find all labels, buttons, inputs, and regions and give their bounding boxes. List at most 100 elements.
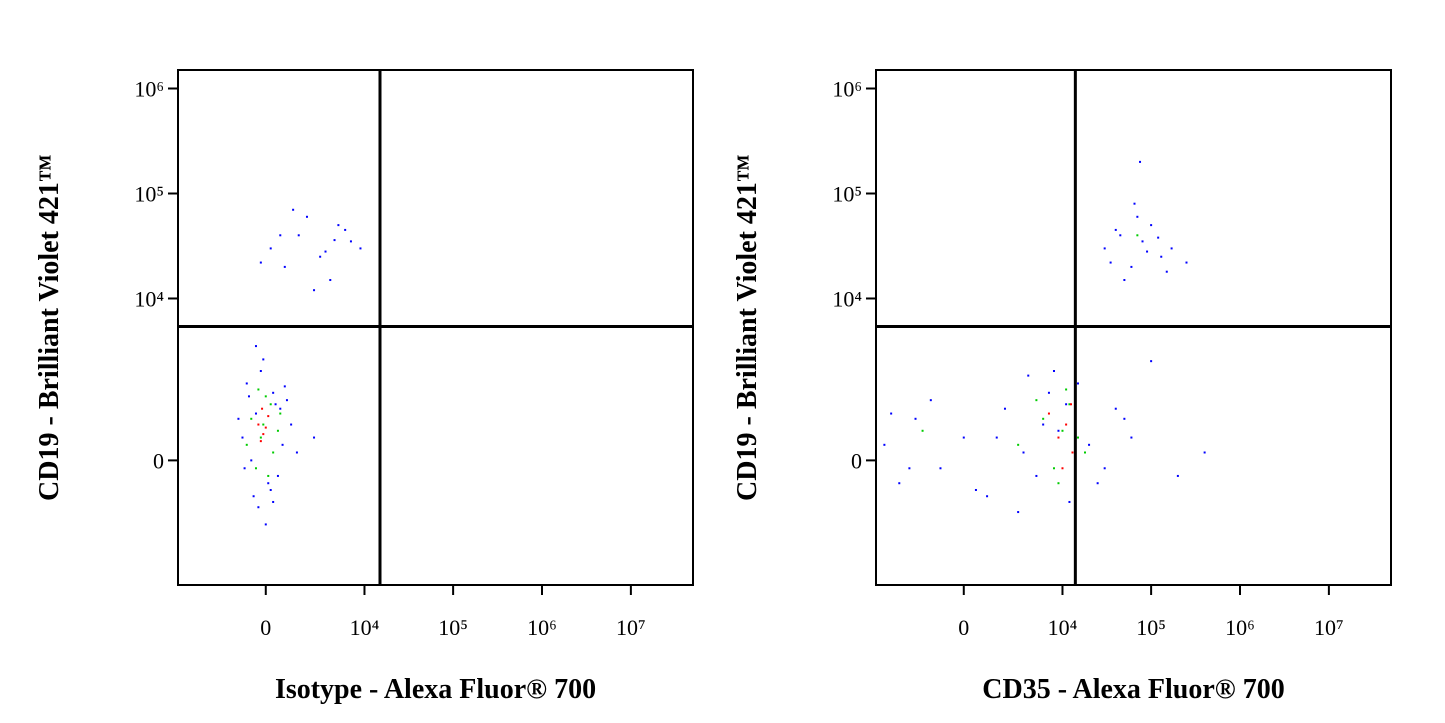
event-dot — [259, 436, 262, 439]
event-dot — [962, 436, 965, 439]
event-dot — [262, 423, 265, 426]
event-dot — [267, 415, 270, 418]
event-dot — [898, 482, 901, 485]
x-axis-label: CD35 - Alexa Fluor® 700 — [982, 674, 1284, 705]
event-dot — [1017, 511, 1020, 514]
event-dot — [359, 247, 362, 250]
event-dot — [1157, 236, 1160, 239]
event-dot — [921, 429, 924, 432]
event-dot — [1047, 412, 1050, 415]
event-dot — [1052, 467, 1055, 470]
event-dot — [237, 417, 240, 420]
event-dot — [254, 467, 257, 470]
event-dot — [349, 240, 352, 243]
event-dot — [890, 412, 893, 415]
event-dot — [1096, 482, 1099, 485]
event-dot — [1061, 467, 1064, 470]
event-dot — [257, 388, 260, 391]
event-dot — [272, 451, 275, 454]
event-dot — [1109, 261, 1112, 264]
event-dot — [267, 482, 270, 485]
event-dot — [250, 417, 253, 420]
event-dot — [1068, 500, 1071, 503]
event-dot — [324, 250, 327, 253]
event-dot — [262, 358, 265, 361]
event-dot — [1133, 202, 1136, 205]
event-dot — [1035, 474, 1038, 477]
event-dot — [1052, 370, 1055, 373]
y-tick-label: 10⁶ — [134, 76, 164, 101]
event-dot — [241, 436, 244, 439]
y-tick-label: 10⁶ — [832, 76, 862, 101]
event-dot — [939, 467, 942, 470]
event-dot — [257, 506, 260, 509]
y-tick-label: 10⁵ — [134, 182, 164, 207]
event-dot — [269, 247, 272, 250]
event-dot — [313, 436, 316, 439]
event-dot — [1139, 160, 1142, 163]
event-dot — [986, 495, 989, 498]
event-dot — [908, 467, 911, 470]
event-dot — [276, 429, 279, 432]
event-dot — [254, 412, 257, 415]
event-dot — [259, 370, 262, 373]
event-dot — [929, 399, 932, 402]
event-dot — [259, 261, 262, 264]
event-dot — [262, 433, 265, 436]
event-dot — [1103, 467, 1106, 470]
event-dot — [290, 423, 293, 426]
event-dot — [1003, 407, 1006, 410]
x-tick-label: 10⁵ — [1136, 615, 1166, 640]
event-dot — [1185, 261, 1188, 264]
event-dot — [1065, 403, 1068, 406]
event-dot — [313, 289, 316, 292]
event-dot — [1042, 423, 1045, 426]
event-dot — [1130, 436, 1133, 439]
event-dot — [245, 443, 248, 446]
x-tick-label: 10⁴ — [1048, 615, 1078, 640]
event-dot — [1057, 482, 1060, 485]
event-dot — [264, 523, 267, 526]
event-dot — [1141, 240, 1144, 243]
event-dot — [1042, 417, 1045, 420]
event-dot — [1170, 247, 1173, 250]
event-dot — [1150, 360, 1153, 363]
event-dot — [1057, 436, 1060, 439]
event-dot — [267, 474, 270, 477]
event-dot — [333, 239, 336, 242]
event-dot — [1035, 399, 1038, 402]
y-tick-label: 10⁴ — [134, 286, 164, 311]
event-dot — [1088, 443, 1091, 446]
event-dot — [1070, 403, 1073, 406]
event-dot — [283, 385, 286, 388]
event-dot — [995, 436, 998, 439]
event-dot — [279, 412, 282, 415]
event-dot — [1146, 250, 1149, 253]
event-dot — [295, 451, 298, 454]
event-dot — [1130, 265, 1133, 268]
x-tick-label: 10⁴ — [350, 615, 380, 640]
x-axis-label: Isotype - Alexa Fluor® 700 — [275, 674, 596, 705]
event-dot — [281, 443, 284, 446]
event-dot — [259, 440, 262, 443]
event-dot — [252, 495, 255, 498]
event-dot — [1076, 382, 1079, 385]
event-dot — [1068, 403, 1071, 406]
event-dot — [269, 488, 272, 491]
event-dot — [1103, 247, 1106, 250]
event-dot — [264, 395, 267, 398]
x-tick-label: 10⁶ — [527, 615, 557, 640]
x-tick-label: 10⁶ — [1225, 615, 1255, 640]
event-dot — [319, 255, 322, 258]
event-dot — [1119, 234, 1122, 237]
event-dot — [1065, 388, 1068, 391]
event-dot — [283, 265, 286, 268]
event-dot — [1084, 451, 1087, 454]
event-dot — [974, 488, 977, 491]
event-dot — [272, 391, 275, 394]
event-dot — [305, 215, 308, 218]
event-dot — [272, 500, 275, 503]
event-dot — [1114, 407, 1117, 410]
event-dot — [274, 403, 277, 406]
event-dot — [264, 426, 267, 429]
